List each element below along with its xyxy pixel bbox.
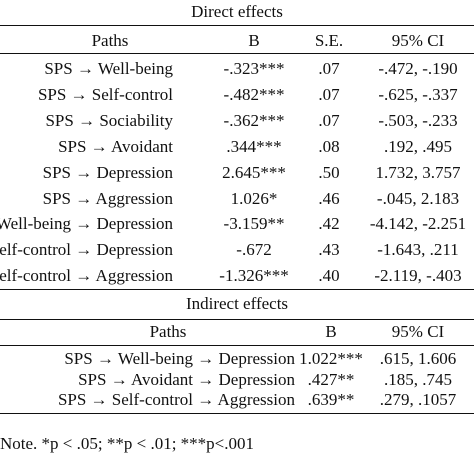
direct-row-b: 2.645*** xyxy=(222,162,286,182)
direct-row-se: .43 xyxy=(318,240,340,260)
direct-row-b: -.323*** xyxy=(223,59,285,78)
indirect-row-ci: .279, .1057 xyxy=(379,390,457,409)
direct-row-ci: -.503, -.233 xyxy=(378,110,458,130)
direct-row-b: .344*** xyxy=(226,136,282,156)
direct-row-ci: -4.142, -2.251 xyxy=(369,214,467,234)
indirect-effects-title: Indirect effects xyxy=(185,294,289,313)
direct-bottom-rule xyxy=(0,289,474,290)
direct-row-b: -1.326*** xyxy=(219,266,289,286)
indirect-header-paths: Paths xyxy=(149,322,187,341)
direct-header-paths: Paths xyxy=(91,31,129,50)
direct-row-path: Self-control → Depression xyxy=(0,240,173,260)
direct-effects-title: Direct effects xyxy=(191,2,283,21)
direct-row-b: -.362*** xyxy=(223,110,285,130)
direct-row-ci: -.625, -.337 xyxy=(378,84,458,104)
direct-row-b: 1.026* xyxy=(230,188,278,208)
direct-row-se: .42 xyxy=(318,214,340,234)
direct-row-se: .07 xyxy=(318,59,340,78)
direct-row-ci: -1.643, .211 xyxy=(377,240,459,260)
indirect-top-rule xyxy=(0,319,474,320)
significance-note: Note. *p < .05; **p < .01; ***p<.001 xyxy=(0,434,255,453)
direct-header-se: S.E. xyxy=(314,31,344,50)
direct-row-path: SPS → Depression xyxy=(42,162,173,182)
direct-row-se: .08 xyxy=(318,136,340,156)
indirect-bottom-rule xyxy=(0,413,474,414)
indirect-row-ci: .615, 1.606 xyxy=(379,349,457,368)
direct-row-path: Well-being → Depression xyxy=(0,214,173,234)
direct-header-b: B xyxy=(248,31,260,50)
direct-row-se: .46 xyxy=(318,188,340,208)
indirect-row-b: 1.022*** xyxy=(299,349,363,368)
indirect-header-rule xyxy=(0,345,474,346)
direct-header-rule xyxy=(0,53,474,54)
direct-row-ci: -2.119, -.403 xyxy=(374,266,462,286)
direct-header-ci: 95% CI xyxy=(391,31,445,50)
direct-row-path: SPS → Avoidant xyxy=(58,136,173,156)
indirect-header-ci: 95% CI xyxy=(391,322,445,341)
direct-row-path: SPS → Well-being xyxy=(44,59,173,78)
indirect-row-ci: .185, .745 xyxy=(384,369,452,389)
direct-row-path: SPS → Self-control xyxy=(37,84,173,104)
direct-row-path: SPS → Aggression xyxy=(42,188,173,208)
direct-row-ci: -.045, 2.183 xyxy=(376,188,460,208)
direct-row-ci: -.472, -.190 xyxy=(378,59,458,78)
direct-row-se: .40 xyxy=(318,266,340,286)
direct-row-se: .07 xyxy=(318,84,340,104)
top-rule xyxy=(0,25,474,26)
direct-row-ci: .192, .495 xyxy=(384,136,452,156)
indirect-row-b: .639** xyxy=(307,390,355,409)
direct-row-b: -.482*** xyxy=(223,84,285,104)
direct-row-b: -3.159** xyxy=(223,214,285,234)
direct-row-path: Self-control → Aggression xyxy=(0,266,173,286)
direct-row-b: -.672 xyxy=(236,240,272,260)
indirect-row-path: SPS → Avoidant → Depression xyxy=(78,369,295,389)
indirect-row-path: SPS → Well-being → Depression xyxy=(64,349,295,368)
direct-row-se: .07 xyxy=(318,110,340,130)
indirect-header-b: B xyxy=(325,322,337,341)
direct-row-se: .50 xyxy=(318,162,340,182)
direct-row-ci: 1.732, 3.757 xyxy=(375,162,461,182)
indirect-row-path: SPS → Self-control → Aggression xyxy=(57,390,295,409)
direct-row-path: SPS → Sociability xyxy=(45,110,173,130)
indirect-row-b: .427** xyxy=(307,369,355,389)
